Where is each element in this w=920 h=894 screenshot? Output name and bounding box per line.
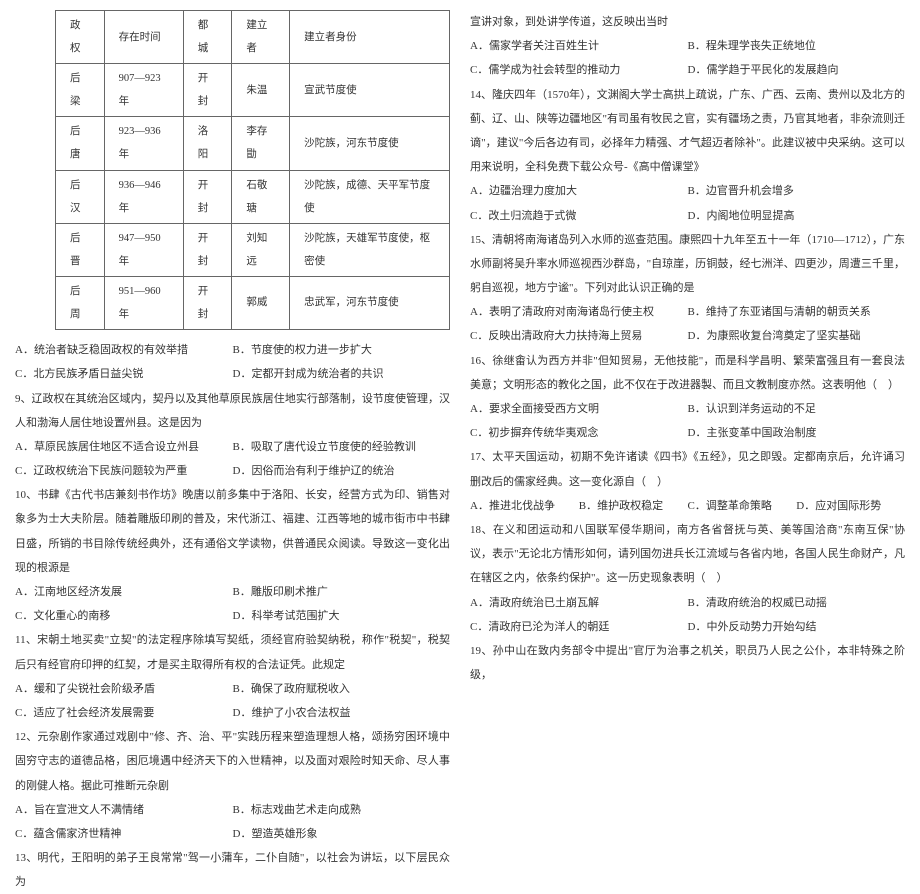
table-cell: 后汉 xyxy=(56,170,105,223)
table-cell: 开封 xyxy=(183,276,232,329)
q18-options: A．清政府统治已土崩瓦解 B．清政府统治的权威已动摇 C．清政府已沦为洋人的朝廷… xyxy=(470,591,905,639)
table-header: 建立者身份 xyxy=(290,11,450,64)
option-c: C．调整革命策略 xyxy=(688,494,797,518)
table-cell: 朱温 xyxy=(232,64,290,117)
option-d: D．定都开封成为统治者的共识 xyxy=(233,362,451,386)
q10-options: A．江南地区经济发展 B．雕版印刷术推广 C．文化重心的南移 D．科举考试范围扩… xyxy=(15,580,450,628)
option-a: A．边疆治理力度加大 xyxy=(470,179,688,203)
table-cell: 李存勖 xyxy=(232,117,290,170)
table-cell: 石敬瑭 xyxy=(232,170,290,223)
table-cell: 907—923 年 xyxy=(104,64,183,117)
table-header: 政权 xyxy=(56,11,105,64)
q19-text: 19、孙中山在致内务部令中提出"官厅为治事之机关，职员乃人民之公仆，本非特殊之阶… xyxy=(470,639,905,687)
option-a: A．江南地区经济发展 xyxy=(15,580,233,604)
option-d: D．内阁地位明显提高 xyxy=(688,204,906,228)
q15-options: A．表明了清政府对南海诸岛行使主权 B．维持了东亚诸国与清朝的朝贡关系 C．反映… xyxy=(470,300,905,348)
option-b: B．认识到洋务运动的不足 xyxy=(688,397,906,421)
option-b: B．维持了东亚诸国与清朝的朝贡关系 xyxy=(688,300,906,324)
option-a: A．儒家学者关注百姓生计 xyxy=(470,34,688,58)
table-cell: 沙陀族，成德、天平军节度使 xyxy=(290,170,450,223)
q9-options: A．草原民族居住地区不适合设立州县 B．吸取了唐代设立节度使的经验教训 C．辽政… xyxy=(15,435,450,483)
option-b: B．清政府统治的权威已动摇 xyxy=(688,591,906,615)
table-header: 建立者 xyxy=(232,11,290,64)
q14-options: A．边疆治理力度加大 B．边官晋升机会增多 C．改土归流趋于式微 D．内阁地位明… xyxy=(470,179,905,227)
table-cell: 923—936 年 xyxy=(104,117,183,170)
q17-options: A．推进北伐战争 B．维护政权稳定 C．调整革命策略 D．应对国际形势 xyxy=(470,494,905,518)
option-d: D．为康熙收复台湾奠定了坚实基础 xyxy=(688,324,906,348)
q13-text: 13、明代，王阳明的弟子王良常常"驾一小蒲车，二仆自随"，以社会为讲坛，以下层民… xyxy=(15,846,450,894)
q8-options: A．统治者缺乏稳固政权的有效举措 B．节度使的权力进一步扩大 C．北方民族矛盾日… xyxy=(15,338,450,386)
option-c: C．改土归流趋于式微 xyxy=(470,204,688,228)
table-cell: 947—950 年 xyxy=(104,223,183,276)
r1-options: A．儒家学者关注百姓生计 B．程朱理学丧失正统地位 C．儒学成为社会转型的推动力… xyxy=(470,34,905,82)
table-cell: 开封 xyxy=(183,170,232,223)
q17-text: 17、太平天国运动，初期不免许诸读《四书》《五经》，见之即毁。定都南京后，允许诵… xyxy=(470,445,905,493)
q18-text: 18、在义和团运动和八国联军侵华期间，南方各省督抚与英、美等国洽商"东南互保"协… xyxy=(470,518,905,591)
table-cell: 沙陀族，河东节度使 xyxy=(290,117,450,170)
q10-text: 10、书肆《古代书店兼刻书作坊》晚唐以前多集中于洛阳、长安，经营方式为印、销售对… xyxy=(15,483,450,580)
option-c: C．儒学成为社会转型的推动力 xyxy=(470,58,688,82)
q11-options: A．缓和了尖锐社会阶级矛盾 B．确保了政府赋税收入 C．适应了社会经济发展需要 … xyxy=(15,677,450,725)
q12-options: A．旨在宣泄文人不满情绪 B．标志戏曲艺术走向成熟 C．蕴含儒家济世精神 D．塑… xyxy=(15,798,450,846)
table-cell: 忠武军，河东节度使 xyxy=(290,276,450,329)
table-cell: 郭威 xyxy=(232,276,290,329)
option-c: C．辽政权统治下民族问题较为严重 xyxy=(15,459,233,483)
option-c: C．适应了社会经济发展需要 xyxy=(15,701,233,725)
table-cell: 洛阳 xyxy=(183,117,232,170)
option-a: A．旨在宣泄文人不满情绪 xyxy=(15,798,233,822)
table-cell: 后晋 xyxy=(56,223,105,276)
table-cell: 936—946 年 xyxy=(104,170,183,223)
option-a: A．推进北伐战争 xyxy=(470,494,579,518)
option-a: A．草原民族居住地区不适合设立州县 xyxy=(15,435,233,459)
option-b: B．节度使的权力进一步扩大 xyxy=(233,338,451,362)
option-d: D．塑造英雄形象 xyxy=(233,822,451,846)
r1-text: 宣讲对象，到处讲学传道，这反映出当时 xyxy=(470,10,905,34)
option-d: D．因俗而治有利于维护辽的统治 xyxy=(233,459,451,483)
option-b: B．确保了政府赋税收入 xyxy=(233,677,451,701)
option-c: C．反映出清政府大力扶持海上贸易 xyxy=(470,324,688,348)
option-c: C．蕴含儒家济世精神 xyxy=(15,822,233,846)
q16-options: A．要求全面接受西方文明 B．认识到洋务运动的不足 C．初步摒弃传统华夷观念 D… xyxy=(470,397,905,445)
table-cell: 刘知远 xyxy=(232,223,290,276)
table-cell: 951—960 年 xyxy=(104,276,183,329)
table-cell: 开封 xyxy=(183,223,232,276)
q12-text: 12、元杂剧作家通过戏剧中"修、齐、治、平"实践历程来塑造理想人格，颂扬穷困环境… xyxy=(15,725,450,798)
option-d: D．儒学趋于平民化的发展趋向 xyxy=(688,58,906,82)
table-header: 存在时间 xyxy=(104,11,183,64)
q11-text: 11、宋朝土地买卖"立契"的法定程序除填写契纸，须经官府验契纳税，称作"税契"，… xyxy=(15,628,450,676)
option-b: B．标志戏曲艺术走向成熟 xyxy=(233,798,451,822)
option-c: C．北方民族矛盾日益尖锐 xyxy=(15,362,233,386)
option-c: C．初步摒弃传统华夷观念 xyxy=(470,421,688,445)
table-cell: 开封 xyxy=(183,64,232,117)
table-cell: 沙陀族，天雄军节度使，枢密使 xyxy=(290,223,450,276)
option-a: A．要求全面接受西方文明 xyxy=(470,397,688,421)
option-b: B．雕版印刷术推广 xyxy=(233,580,451,604)
option-b: B．程朱理学丧失正统地位 xyxy=(688,34,906,58)
q16-text: 16、徐继畬认为西方并非"但知贸易，无他技能"，而是科学昌明、繁荣富强且有一套良… xyxy=(470,349,905,397)
dynasty-table: 政权 存在时间 都城 建立者 建立者身份 后梁 907—923 年 开封 朱温 … xyxy=(55,10,450,330)
table-cell: 后周 xyxy=(56,276,105,329)
option-c: C．清政府已沦为洋人的朝廷 xyxy=(470,615,688,639)
option-d: D．维护了小农合法权益 xyxy=(233,701,451,725)
table-header: 都城 xyxy=(183,11,232,64)
option-a: A．清政府统治已土崩瓦解 xyxy=(470,591,688,615)
q14-text: 14、隆庆四年（1570年），文渊阁大学士高拱上疏说，广东、广西、云南、贵州以及… xyxy=(470,83,905,180)
option-b: B．维护政权稳定 xyxy=(579,494,688,518)
option-a: A．表明了清政府对南海诸岛行使主权 xyxy=(470,300,688,324)
table-cell: 后梁 xyxy=(56,64,105,117)
table-cell: 宣武节度使 xyxy=(290,64,450,117)
option-d: D．主张变革中国政治制度 xyxy=(688,421,906,445)
option-a: A．缓和了尖锐社会阶级矛盾 xyxy=(15,677,233,701)
option-d: D．科举考试范围扩大 xyxy=(233,604,451,628)
option-b: B．吸取了唐代设立节度使的经验教训 xyxy=(233,435,451,459)
option-c: C．文化重心的南移 xyxy=(15,604,233,628)
table-cell: 后唐 xyxy=(56,117,105,170)
q9-text: 9、辽政权在其统治区域内，契丹以及其他草原民族居住地实行部落制，设节度使管理，汉… xyxy=(15,387,450,435)
option-d: D．中外反动势力开始勾结 xyxy=(688,615,906,639)
q15-text: 15、清朝将南海诸岛列入水师的巡查范围。康熙四十九年至五十一年（1710—171… xyxy=(470,228,905,301)
option-d: D．应对国际形势 xyxy=(796,494,905,518)
option-a: A．统治者缺乏稳固政权的有效举措 xyxy=(15,338,233,362)
option-b: B．边官晋升机会增多 xyxy=(688,179,906,203)
